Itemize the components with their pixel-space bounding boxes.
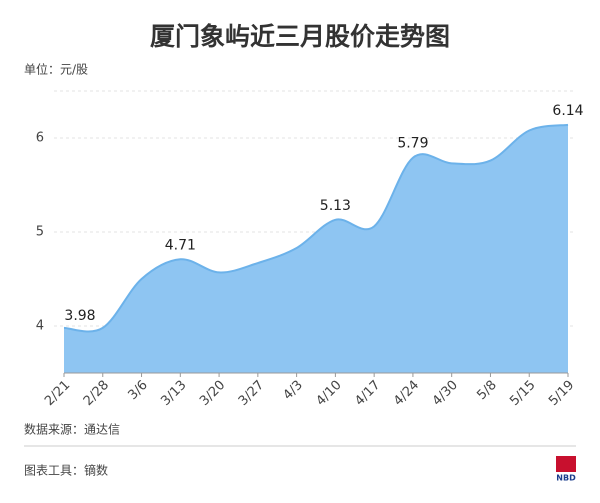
- x-tick-label: 4/17: [352, 378, 383, 409]
- y-tick-label: 6: [36, 131, 44, 146]
- x-tick-label: 3/13: [158, 378, 189, 409]
- x-tick-label: 4/3: [281, 378, 306, 403]
- x-tick-label: 3/27: [236, 378, 267, 409]
- x-tick-label: 4/30: [430, 378, 461, 409]
- logo-mark: [556, 456, 576, 472]
- y-tick-label: 5: [36, 225, 44, 240]
- x-tick-label: 3/20: [197, 378, 228, 409]
- x-tick-label: 4/24: [391, 378, 422, 409]
- x-tick-label: 5/19: [546, 378, 577, 409]
- data-label: 5.13: [320, 198, 351, 214]
- data-label: 5.79: [397, 136, 428, 152]
- x-tick-label: 5/8: [474, 378, 499, 403]
- logo: NBD: [556, 474, 576, 483]
- source: 数据来源：通达信: [24, 422, 120, 437]
- y-tick-label: 4: [36, 319, 44, 334]
- data-label: 4.71: [165, 237, 196, 253]
- x-tick-label: 4/10: [313, 378, 344, 409]
- data-label: 3.98: [64, 308, 95, 324]
- x-tick-label: 3/6: [125, 378, 150, 403]
- x-tick-label: 5/15: [507, 378, 538, 409]
- x-tick-label: 2/28: [81, 378, 112, 409]
- x-tick-label: 2/21: [42, 378, 73, 409]
- tool: 图表工具：镝数: [24, 463, 108, 478]
- area: [64, 124, 568, 373]
- line: [63, 123, 569, 333]
- chart-title: 厦门象屿近三月股价走势图: [150, 22, 450, 51]
- data-label: 6.14: [552, 103, 583, 119]
- unit-label: 单位：元/股: [24, 62, 88, 77]
